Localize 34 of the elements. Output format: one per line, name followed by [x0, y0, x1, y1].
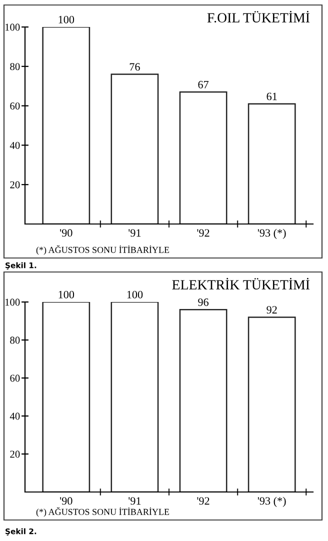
y-tick-label: 20: [10, 450, 20, 458]
y-tick-label: 40: [10, 412, 20, 420]
y-tick-label: 100: [5, 24, 20, 31]
x-tick-label: '90: [60, 229, 72, 237]
data-label: 100: [58, 290, 74, 298]
data-label: 96: [198, 298, 209, 306]
bar: [179, 91, 228, 224]
chart-title: ELEKTRİK TÜKETİMİ: [172, 278, 310, 290]
x-tick-label: '91: [128, 497, 141, 505]
y-tick-label: 100: [5, 298, 20, 306]
data-label: 61: [266, 92, 277, 100]
x-tick-label: '93 (*): [258, 496, 286, 507]
y-tick-label: 40: [10, 142, 20, 149]
data-label: 100: [127, 290, 143, 298]
chart-title: F.OIL TÜKETİMİ: [207, 10, 310, 23]
x-tick-label: '93 (*): [258, 228, 286, 239]
y-tick-label: 60: [10, 374, 20, 382]
x-tick-label: '91: [128, 229, 141, 237]
y-tick-label: 60: [10, 102, 20, 110]
x-tick-label: '92: [197, 229, 210, 237]
data-label: 67: [198, 80, 209, 88]
x-tick-label: '90: [60, 497, 72, 505]
bar: [110, 74, 159, 224]
y-tick-label: 80: [10, 336, 20, 344]
text: (*) AĞUSTOS SONU İTİBARİYLE: [36, 245, 170, 255]
data-label: 76: [130, 63, 140, 71]
bar: [248, 103, 296, 224]
data-label: 92: [266, 306, 277, 314]
y-tick-label: 20: [10, 181, 20, 188]
y-tick-label: 80: [10, 63, 20, 70]
data-label: 100: [58, 16, 74, 24]
text: (*) AĞUSTOS SONU İTİBARİYLE: [36, 507, 170, 517]
bar: [42, 27, 90, 224]
x-tick-label: '92: [197, 497, 210, 505]
